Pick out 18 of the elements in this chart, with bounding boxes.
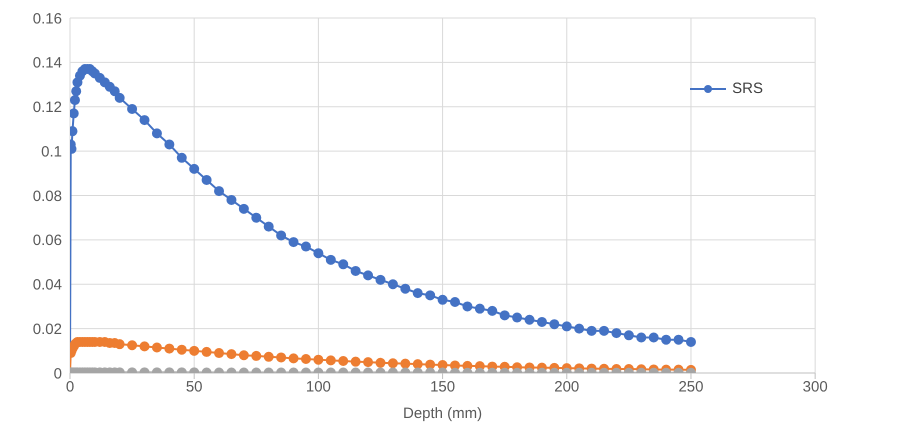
- legend-label: SRS: [732, 80, 763, 97]
- y-tick-label: 0.06: [32, 232, 62, 250]
- y-tick-label: 0.14: [32, 54, 62, 72]
- y-tick-label: 0.04: [32, 276, 62, 294]
- y-tick-label: 0.08: [32, 188, 62, 205]
- x-tick-label: 50: [186, 378, 203, 396]
- x-tick-label: 0: [66, 378, 74, 396]
- x-tick-label: 100: [306, 378, 331, 396]
- x-tick-label: 150: [430, 378, 456, 396]
- x-tick-label: 200: [554, 378, 580, 396]
- y-tick-label: 0.1: [41, 143, 62, 160]
- x-axis-title: Depth (mm): [402, 405, 482, 422]
- y-tick-label: 0.16: [32, 10, 62, 28]
- y-tick-label: 0.12: [32, 99, 62, 116]
- y-tick-label: 0.02: [32, 320, 62, 338]
- x-tick-label: 300: [802, 378, 828, 396]
- x-tick-label: 250: [678, 378, 704, 396]
- y-tick-label: 0: [54, 365, 62, 382]
